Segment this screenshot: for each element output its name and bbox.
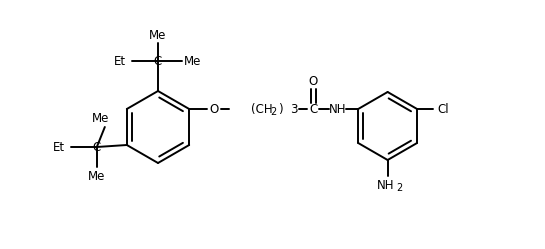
Text: C: C xyxy=(154,55,162,67)
Text: )  3: ) 3 xyxy=(279,103,299,116)
Text: Et: Et xyxy=(53,140,65,153)
Text: Cl: Cl xyxy=(437,103,449,116)
Text: Et: Et xyxy=(114,55,126,67)
Text: C: C xyxy=(309,103,317,116)
Text: NH: NH xyxy=(329,103,346,116)
Text: 2: 2 xyxy=(270,107,276,117)
Text: (CH: (CH xyxy=(251,103,273,116)
Text: Me: Me xyxy=(92,112,110,124)
Text: O: O xyxy=(308,74,318,87)
Text: Me: Me xyxy=(149,28,167,42)
Text: NH: NH xyxy=(377,179,395,191)
Text: Me: Me xyxy=(88,170,106,183)
Text: 2: 2 xyxy=(397,183,403,193)
Text: Me: Me xyxy=(184,55,202,67)
Text: O: O xyxy=(209,103,219,116)
Text: C: C xyxy=(93,140,101,153)
